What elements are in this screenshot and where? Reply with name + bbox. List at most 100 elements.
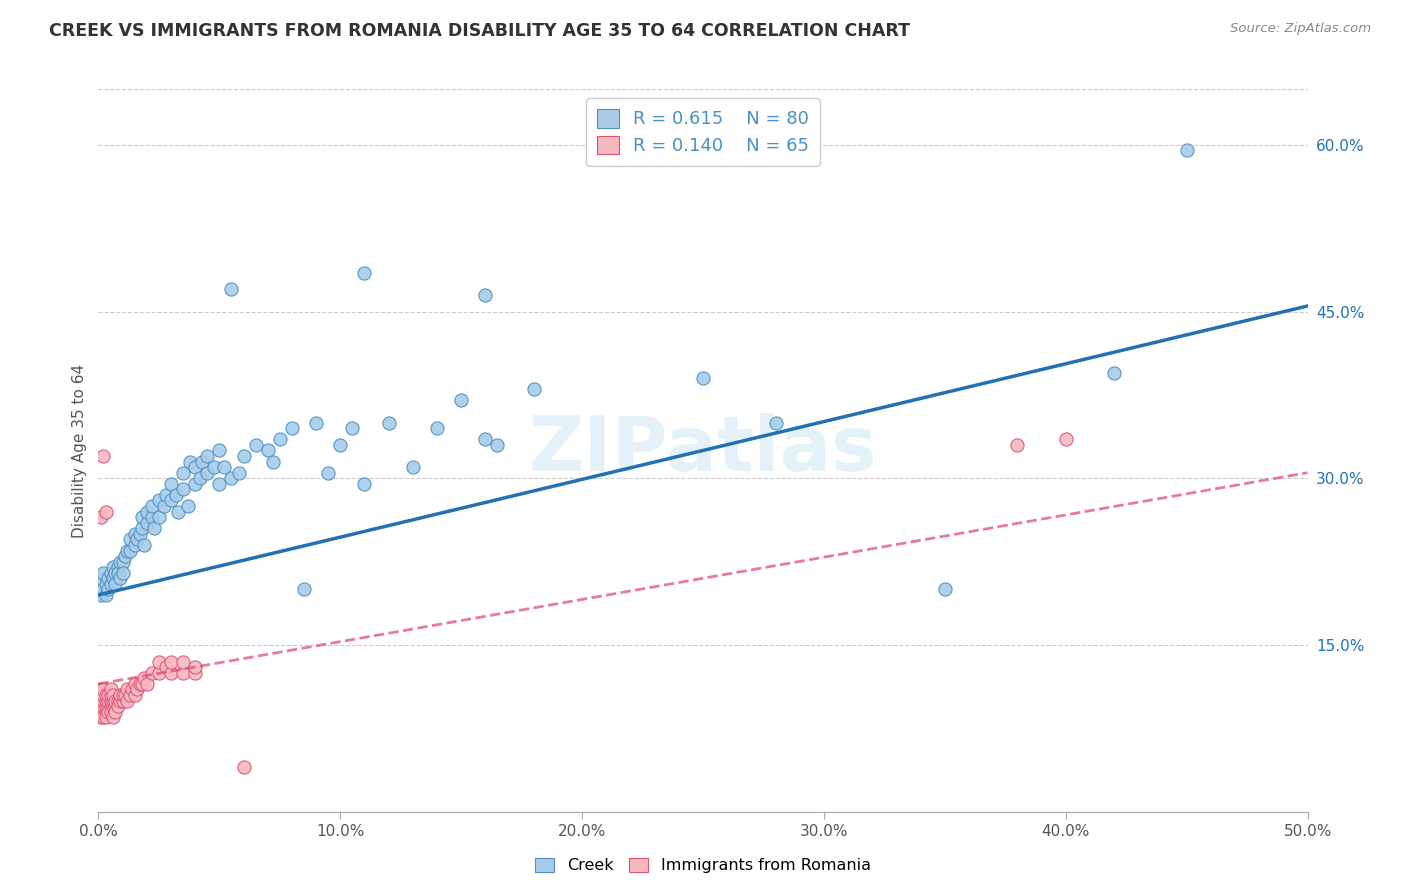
Point	[232, 760, 254, 774]
Point	[474, 433, 496, 447]
Point	[148, 493, 170, 508]
Point	[91, 688, 114, 702]
Point	[94, 705, 117, 719]
Point	[91, 566, 114, 580]
Point	[90, 688, 112, 702]
Point	[104, 577, 127, 591]
Point	[177, 499, 200, 513]
Y-axis label: Disability Age 35 to 64: Disability Age 35 to 64	[72, 363, 87, 538]
Point	[486, 438, 509, 452]
Point	[91, 693, 114, 707]
Point	[111, 566, 134, 580]
Point	[108, 571, 131, 585]
Point	[135, 677, 157, 691]
Point	[134, 538, 156, 552]
Point	[94, 505, 117, 519]
Point	[108, 693, 131, 707]
Point	[100, 688, 122, 702]
Point	[167, 505, 190, 519]
Text: ZIPatlas: ZIPatlas	[529, 414, 877, 487]
Point	[114, 549, 136, 563]
Point	[934, 582, 956, 597]
Point	[101, 710, 124, 724]
Point	[160, 655, 183, 669]
Point	[108, 688, 131, 702]
Point	[131, 521, 153, 535]
Point	[212, 460, 235, 475]
Point	[172, 655, 194, 669]
Point	[101, 688, 124, 702]
Point	[108, 555, 131, 569]
Point	[94, 710, 117, 724]
Point	[1007, 438, 1029, 452]
Point	[141, 499, 163, 513]
Point	[104, 693, 127, 707]
Point	[172, 665, 194, 680]
Point	[245, 438, 267, 452]
Point	[100, 699, 122, 714]
Point	[91, 710, 114, 724]
Text: CREEK VS IMMIGRANTS FROM ROMANIA DISABILITY AGE 35 TO 64 CORRELATION CHART: CREEK VS IMMIGRANTS FROM ROMANIA DISABIL…	[49, 22, 910, 40]
Point	[135, 505, 157, 519]
Point	[104, 566, 127, 580]
Point	[155, 660, 177, 674]
Point	[1175, 144, 1198, 158]
Point	[90, 699, 112, 714]
Point	[107, 560, 129, 574]
Point	[692, 371, 714, 385]
Point	[195, 449, 218, 463]
Point	[426, 421, 449, 435]
Point	[97, 705, 120, 719]
Point	[474, 288, 496, 302]
Point	[107, 699, 129, 714]
Point	[184, 476, 207, 491]
Point	[148, 655, 170, 669]
Point	[111, 693, 134, 707]
Point	[118, 688, 141, 702]
Point	[104, 699, 127, 714]
Point	[101, 560, 124, 574]
Point	[90, 699, 112, 714]
Point	[101, 693, 124, 707]
Point	[127, 533, 149, 547]
Point	[117, 682, 139, 697]
Point	[172, 483, 194, 497]
Point	[118, 533, 141, 547]
Point	[232, 449, 254, 463]
Point	[94, 699, 117, 714]
Point	[184, 660, 207, 674]
Point	[172, 466, 194, 480]
Point	[450, 393, 472, 408]
Point	[114, 688, 136, 702]
Point	[91, 582, 114, 597]
Point	[256, 443, 278, 458]
Point	[107, 693, 129, 707]
Point	[91, 682, 114, 697]
Point	[141, 510, 163, 524]
Point	[377, 416, 399, 430]
Point	[101, 571, 124, 585]
Point	[127, 682, 149, 697]
Point	[91, 705, 114, 719]
Point	[128, 677, 150, 691]
Point	[121, 682, 143, 697]
Point	[292, 582, 315, 597]
Point	[184, 460, 207, 475]
Point	[228, 466, 250, 480]
Point	[124, 538, 146, 552]
Point	[97, 582, 120, 597]
Point	[160, 665, 183, 680]
Point	[135, 516, 157, 530]
Point	[90, 510, 112, 524]
Legend: Creek, Immigrants from Romania: Creek, Immigrants from Romania	[529, 851, 877, 880]
Point	[1102, 366, 1125, 380]
Point	[97, 688, 120, 702]
Point	[107, 566, 129, 580]
Point	[131, 677, 153, 691]
Point	[131, 510, 153, 524]
Point	[208, 476, 231, 491]
Point	[94, 688, 117, 702]
Point	[90, 682, 112, 697]
Point	[262, 454, 284, 468]
Point	[269, 433, 291, 447]
